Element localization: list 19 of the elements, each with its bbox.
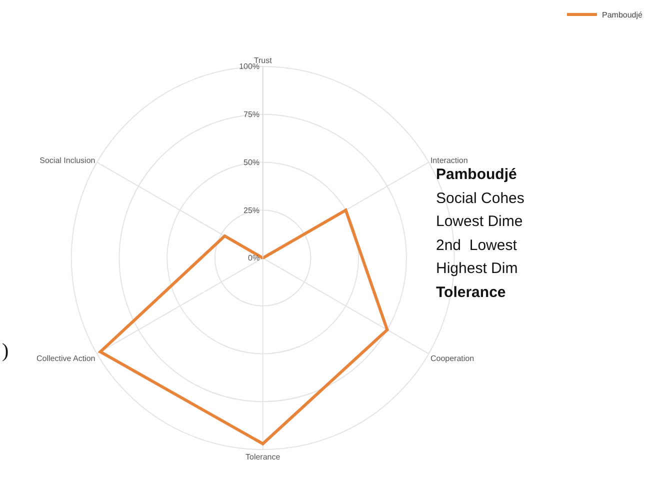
text: Highest Dim bbox=[436, 260, 518, 277]
y-tick-label: 75% bbox=[244, 110, 260, 120]
spoke-label: Trust bbox=[254, 56, 273, 65]
legend-label: Pamboudjé bbox=[602, 10, 644, 20]
text: 2nd Lowest bbox=[436, 236, 517, 254]
text: Pamboudjé bbox=[436, 166, 517, 183]
spoke-label: Cooperation bbox=[430, 354, 474, 364]
spoke-label: Interaction bbox=[430, 156, 468, 165]
y-tick-label: 100% bbox=[239, 62, 260, 72]
y-tick-label: 50% bbox=[244, 158, 260, 167]
spoke-label: Collective Action bbox=[36, 354, 96, 364]
text: Lowest Dime bbox=[436, 213, 523, 230]
y-tick-label: 25% bbox=[244, 206, 260, 215]
text: Social Cohes bbox=[436, 190, 524, 206]
y-tick-label: 0% bbox=[248, 254, 260, 263]
text: ) bbox=[2, 340, 9, 363]
spoke-label: Social Inclusion bbox=[40, 156, 96, 165]
text: Tolerance bbox=[436, 284, 506, 300]
spoke-label: Tolerance bbox=[246, 452, 281, 462]
